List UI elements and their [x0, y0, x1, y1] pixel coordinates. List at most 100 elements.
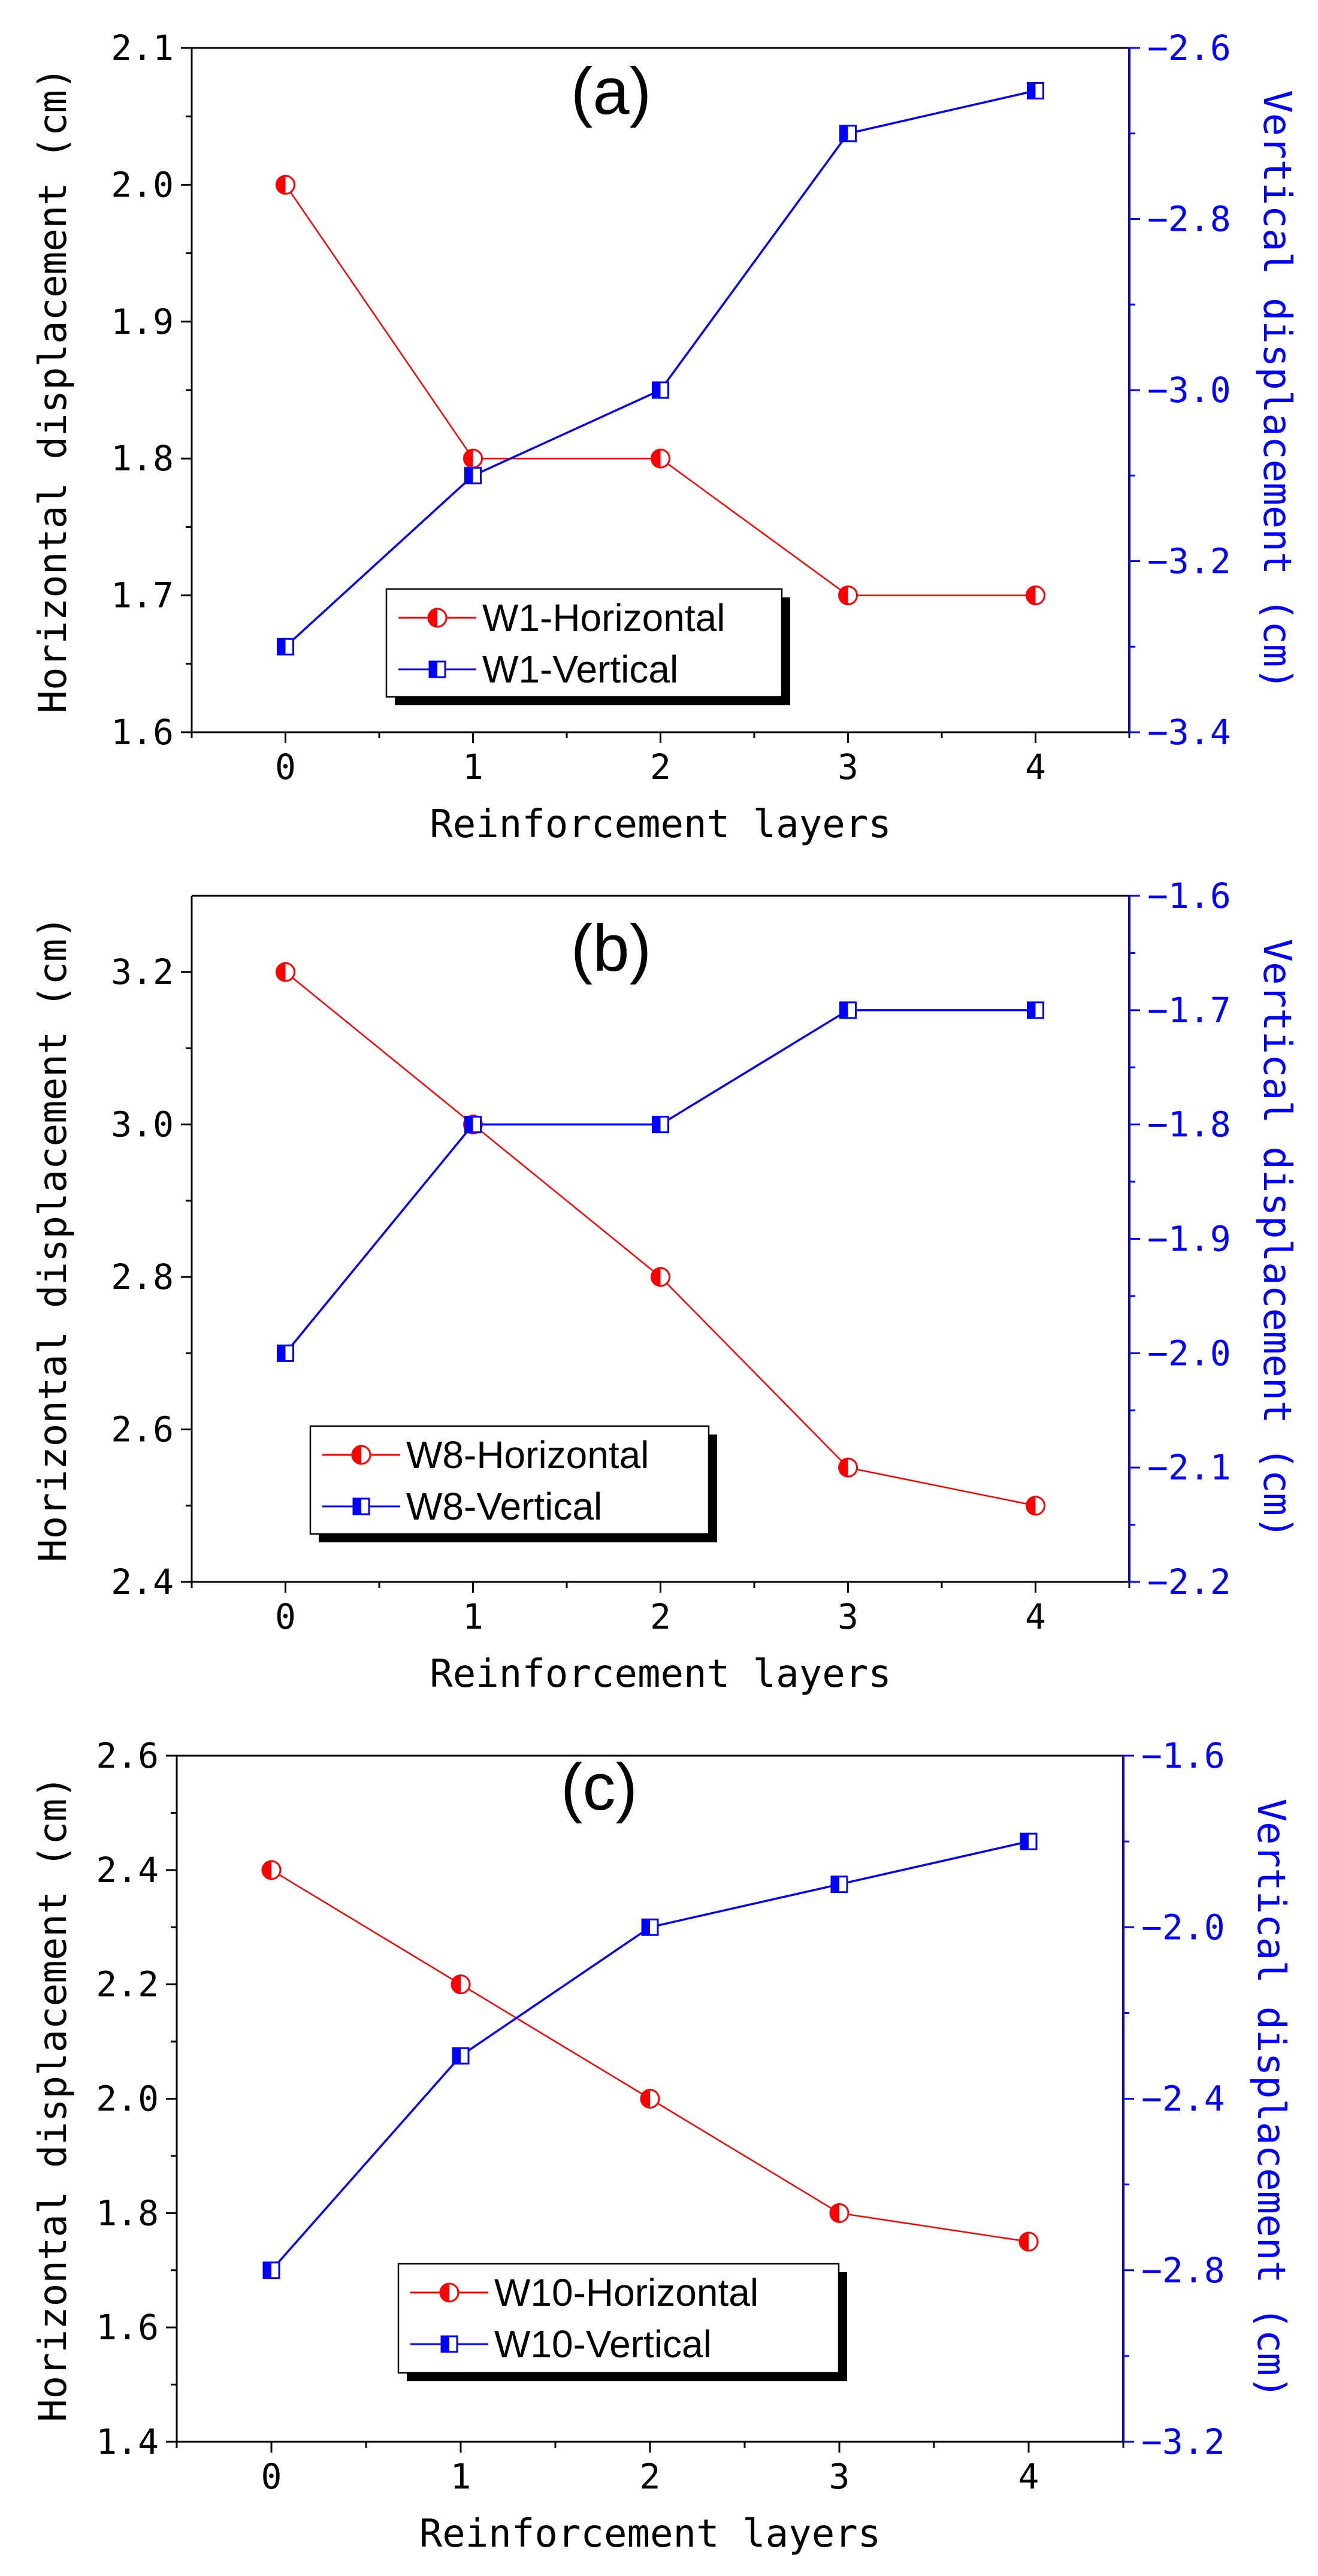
- y2-tick-label: −2.8: [1141, 2250, 1225, 2291]
- legend-marker-square: [352, 1497, 370, 1515]
- data-point-square: [652, 381, 669, 399]
- data-point-square: [262, 2261, 280, 2279]
- x-tick-label: 3: [838, 747, 858, 787]
- legend-label: W10-Vertical: [494, 2323, 712, 2366]
- data-point-square: [464, 1116, 482, 1134]
- data-point-square: [641, 1918, 659, 1936]
- chart-title: (b): [571, 911, 651, 985]
- y-tick-label: 2.1: [111, 28, 174, 68]
- vertical-series: [262, 1832, 1038, 2279]
- vertical-series: [277, 81, 1044, 656]
- x-tick-label: 1: [451, 2456, 471, 2497]
- data-point-square: [464, 467, 482, 485]
- data-point-circle: [261, 1860, 282, 1880]
- y2-axis-label: Vertical displacement (cm): [1254, 90, 1299, 690]
- legend-label: W8-Vertical: [406, 1485, 602, 1528]
- x-tick-label: 2: [650, 1596, 671, 1637]
- series-line: [285, 89, 1036, 648]
- y-tick-label: 2.4: [96, 1850, 159, 1891]
- y-axis-label: Horizontal displacement (cm): [31, 1775, 75, 2422]
- y2-axis-label: Vertical displacement (cm): [1254, 939, 1299, 1539]
- y2-tick-label: −2.4: [1141, 2079, 1225, 2119]
- data-point-square: [1020, 1832, 1038, 1850]
- horizontal-series: [261, 1860, 1039, 2252]
- y2-tick-label: −2.1: [1147, 1447, 1231, 1488]
- y-tick-label: 1.8: [96, 2193, 159, 2233]
- x-tick-label: 3: [829, 2456, 850, 2497]
- data-point-circle: [651, 1267, 670, 1287]
- legend-marker-circle: [427, 608, 448, 628]
- x-tick-label: 0: [275, 747, 296, 787]
- legend-label: W1-Vertical: [482, 648, 678, 691]
- y2-tick-label: −3.4: [1147, 712, 1231, 753]
- x-tick-label: 4: [1018, 2456, 1039, 2497]
- data-point-circle: [1018, 2231, 1039, 2252]
- y2-tick-label: −2.2: [1147, 1562, 1231, 1602]
- data-point-square: [652, 1116, 669, 1134]
- data-point-square: [1027, 81, 1044, 99]
- legend: W10-Horizontal W10-Vertical: [397, 2263, 847, 2381]
- data-point-circle: [1026, 585, 1045, 606]
- y2-axis-label: Vertical displacement (cm): [1249, 1799, 1293, 2399]
- data-point-circle: [276, 962, 295, 982]
- series-line: [270, 1840, 1029, 2271]
- legend-box: [397, 2263, 840, 2374]
- y-tick-label: 3.0: [111, 1104, 174, 1145]
- y-axis-label: Horizontal displacement (cm): [31, 67, 75, 714]
- x-tick-label: 0: [261, 2456, 282, 2497]
- data-point-circle: [651, 448, 670, 469]
- y2-tick-label: −1.7: [1147, 990, 1231, 1031]
- legend-box: [309, 1425, 710, 1535]
- chart-panel-2: 0 1 2 3 4 2.4 2.6 2.8 3.0 3.2 −2.2 −2.1 −2.0 −1.9 −1.8…: [31, 875, 1299, 1696]
- x-axis-label: Reinforcement layers: [419, 2512, 881, 2556]
- data-point-square: [452, 2047, 470, 2065]
- y2-tick-label: −2.6: [1147, 28, 1231, 68]
- y2-tick-label: −1.6: [1147, 875, 1231, 916]
- data-point-circle: [451, 1974, 471, 1995]
- x-tick-label: 0: [275, 1596, 296, 1637]
- y-tick-label: 2.0: [111, 164, 174, 205]
- y2-tick-label: −2.0: [1147, 1333, 1231, 1373]
- y-tick-label: 1.7: [111, 575, 174, 616]
- y2-tick-label: −2.8: [1147, 199, 1231, 240]
- y2-tick-label: −3.2: [1141, 2421, 1225, 2462]
- legend-label: W8-Horizontal: [406, 1433, 649, 1476]
- data-point-square: [839, 1001, 857, 1019]
- data-point-square: [277, 1344, 294, 1362]
- chart-panel-3: 0 1 2 3 4 1.4 1.6 1.8 2.0 2.2 2.4 2.6 −3.2 −2.8 −2.4 −2…: [31, 1735, 1293, 2556]
- legend-marker-square: [440, 2335, 458, 2353]
- data-point-circle: [276, 174, 295, 195]
- legend-label: W10-Horizontal: [494, 2271, 758, 2314]
- data-point-circle: [838, 585, 858, 606]
- x-axis-label: Reinforcement layers: [430, 802, 891, 847]
- x-tick-label: 4: [1025, 1596, 1046, 1637]
- y2-tick-label: −1.9: [1147, 1219, 1231, 1260]
- data-point-square: [830, 1876, 848, 1894]
- data-point-circle: [640, 2089, 660, 2109]
- data-point-circle: [829, 2203, 850, 2223]
- y-tick-label: 2.6: [96, 1735, 159, 1776]
- x-tick-label: 2: [650, 747, 671, 787]
- y-tick-label: 1.6: [111, 712, 174, 753]
- y-tick-label: 1.9: [111, 301, 174, 342]
- chart-title: (a): [571, 55, 651, 128]
- vertical-series: [277, 1001, 1044, 1362]
- legend-label: W1-Horizontal: [482, 596, 725, 639]
- chart-panel-1: 0 1 2 3 4 1.6 1.7 1.8 1.9 2.0 2.1 −3.4 −3.2 −3.0 −2.8 −…: [31, 28, 1299, 847]
- x-axis-label: Reinforcement layers: [430, 1652, 891, 1696]
- y-tick-label: 1.6: [96, 2307, 159, 2348]
- data-point-square: [277, 638, 294, 656]
- y-tick-label: 2.8: [111, 1257, 174, 1297]
- data-point-circle: [1026, 1496, 1045, 1516]
- data-point-square: [1027, 1001, 1044, 1019]
- series-line: [285, 1009, 1036, 1354]
- legend: W1-Horizontal W1-Vertical: [385, 588, 790, 705]
- y-axis-label: Horizontal displacement (cm): [31, 916, 75, 1562]
- y-tick-label: 3.2: [111, 952, 174, 992]
- legend-marker-square: [428, 660, 446, 678]
- x-tick-label: 2: [640, 2456, 661, 2497]
- horizontal-series: [276, 174, 1045, 606]
- data-point-circle: [838, 1457, 858, 1478]
- data-point-circle: [463, 448, 483, 469]
